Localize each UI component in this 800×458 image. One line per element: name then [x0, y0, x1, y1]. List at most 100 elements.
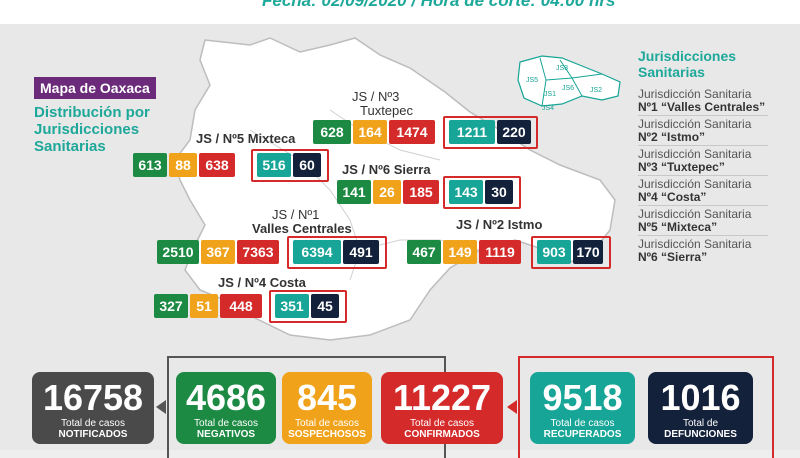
js5-value-defunciones: 60 — [293, 153, 321, 177]
total-sospechosos-line2: SOSPECHOSOS — [288, 429, 366, 440]
js1-value-defunciones: 491 — [343, 240, 379, 264]
total-notificados-value: 16758 — [42, 377, 144, 418]
js3-value-negativos: 628 — [313, 120, 351, 144]
total-defunciones-line1: Total de — [682, 418, 719, 429]
total-recuperados-value: 9518 — [542, 377, 623, 418]
legend-item-1: Jurisdicción Sanitaria Nº1 “Valles Centra… — [638, 88, 765, 114]
legend-divider — [638, 205, 768, 206]
js1-value-sospechosos: 367 — [201, 240, 235, 264]
js2-value-recuperados: 903 — [537, 240, 571, 264]
legend-item-3-line1: Jurisdicción Sanitaria — [638, 147, 752, 161]
legend-title: Jurisdicciones Sanitarias — [638, 48, 737, 80]
js6-label: JS / Nº6 Sierra — [342, 162, 431, 177]
legend-divider — [638, 175, 768, 176]
js1-frame — [287, 236, 387, 269]
js6-value-negativos: 141 — [337, 180, 371, 204]
total-confirmados: 11227 Total de casos CONFIRMADOS — [381, 372, 503, 444]
legend-item-1-line1: Jurisdicción Sanitaria — [638, 87, 752, 101]
total-negativos-value: 4686 — [185, 377, 267, 418]
js3-label-top: JS / Nº3 — [352, 89, 400, 104]
legend-item-3-line2: Nº3 “Tuxtepec” — [638, 160, 725, 174]
total-negativos: 4686 Total de casos NEGATIVOS — [176, 372, 276, 444]
total-notificados-line1: Total de casos — [61, 418, 125, 429]
legend-item-1-line2: Nº1 “Valles Centrales” — [638, 100, 766, 114]
js5-value-negativos: 613 — [133, 153, 167, 177]
js3-value-sospechosos: 164 — [353, 120, 387, 144]
total-negativos-line1: Total de casos — [194, 418, 258, 429]
js6-frame — [443, 176, 521, 209]
js4-value-sospechosos: 51 — [190, 294, 218, 318]
legend-item-6: Jurisdicción Sanitaria Nº6 “Sierra” — [638, 238, 751, 264]
legend-item-3: Jurisdicción Sanitaria Nº3 “Tuxtepec” — [638, 148, 751, 174]
js6-value-defunciones: 30 — [485, 180, 513, 204]
legend-item-5-line2: Nº5 “Mixteca” — [638, 220, 718, 234]
js5-value-confirmados: 638 — [199, 153, 235, 177]
minimap-label-js3: JS3 — [556, 65, 568, 72]
legend-item-2-line2: Nº2 “Istmo” — [638, 130, 706, 144]
legend-divider — [638, 235, 768, 236]
arrow-left-gray — [156, 400, 166, 414]
total-recuperados-line2: RECUPERADOS — [543, 429, 622, 440]
js6-value-sospechosos: 26 — [373, 180, 401, 204]
bracket-red — [518, 356, 774, 458]
js1-value-recuperados: 6394 — [293, 240, 341, 264]
legend-item-2: Jurisdicción Sanitaria Nº2 “Istmo” — [638, 118, 751, 144]
js1-label-bottom: Valles Centrales — [252, 221, 352, 236]
js5-value-recuperados: 516 — [257, 153, 291, 177]
js3-value-recuperados: 1211 — [449, 120, 495, 144]
js4-frame — [269, 290, 347, 323]
js2-value-defunciones: 170 — [573, 240, 603, 264]
js6-value-confirmados: 185 — [403, 180, 439, 204]
total-notificados-line2: NOTIFICADOS — [58, 429, 128, 440]
minimap: JS5 JS3 JS1 JS6 JS2 JS4 — [517, 55, 621, 112]
js1-label-top: JS / Nº1 — [272, 207, 320, 222]
header-date-text: Fecha: 02/09/2020 / Hora de corte: 04:00… — [262, 0, 616, 10]
legend-item-4-line2: Nº4 “Costa” — [638, 190, 707, 204]
total-notificados: 16758 Total de casos NOTIFICADOS — [32, 372, 154, 444]
total-sospechosos: 845 Total de casos SOSPECHOSOS — [282, 372, 372, 444]
arrow-left-red — [507, 400, 517, 414]
total-defunciones-line2: DEFUNCIONES — [664, 429, 737, 440]
js5-label: JS / Nº5 Mixteca — [196, 131, 296, 146]
js5-value-sospechosos: 88 — [169, 153, 197, 177]
total-recuperados-line1: Total de casos — [550, 418, 615, 429]
legend-item-5: Jurisdicción Sanitaria Nº5 “Mixteca” — [638, 208, 751, 234]
minimap-label-js4: JS4 — [542, 105, 554, 112]
js4-value-negativos: 327 — [154, 294, 188, 318]
total-defunciones: 1016 Total de DEFUNCIONES — [648, 372, 753, 444]
map-subtitle: Distribución por Jurisdicciones Sanitari… — [34, 104, 150, 155]
minimap-label-js6: JS6 — [562, 85, 574, 92]
legend-item-6-line1: Jurisdicción Sanitaria — [638, 237, 752, 251]
minimap-label-js1: JS1 — [544, 91, 556, 98]
js2-value-negativos: 467 — [407, 240, 441, 264]
legend-item-4-line1: Jurisdicción Sanitaria — [638, 177, 752, 191]
js4-label: JS / Nº4 Costa — [218, 275, 306, 290]
total-confirmados-line1: Total de casos — [410, 418, 474, 429]
legend-item-5-line1: Jurisdicción Sanitaria — [638, 207, 752, 221]
js3-label-bottom: Tuxtepec — [360, 103, 413, 118]
minimap-label-js2: JS2 — [590, 87, 602, 94]
js5-frame — [251, 149, 329, 182]
total-defunciones-value: 1016 — [660, 377, 741, 418]
js1-value-confirmados: 7363 — [237, 240, 279, 264]
legend-divider — [638, 145, 768, 146]
total-sospechosos-value: 845 — [296, 377, 358, 418]
js4-value-recuperados: 351 — [275, 294, 309, 318]
js3-frame — [443, 116, 538, 149]
legend-item-6-line2: Nº6 “Sierra” — [638, 250, 708, 264]
js2-frame — [531, 236, 611, 269]
total-sospechosos-line1: Total de casos — [295, 418, 359, 429]
total-confirmados-line2: CONFIRMADOS — [404, 429, 480, 440]
header-band: Fecha: 02/09/2020 / Hora de corte: 04:00… — [0, 0, 800, 24]
total-recuperados: 9518 Total de casos RECUPERADOS — [530, 372, 635, 444]
js2-label: JS / Nº2 Istmo — [456, 217, 543, 232]
js4-value-confirmados: 448 — [220, 294, 262, 318]
total-confirmados-value: 11227 — [392, 377, 492, 418]
legend-item-2-line1: Jurisdicción Sanitaria — [638, 117, 752, 131]
js3-value-confirmados: 1474 — [389, 120, 435, 144]
legend-divider — [638, 115, 768, 116]
js2-value-sospechosos: 149 — [443, 240, 477, 264]
js1-value-negativos: 2510 — [157, 240, 199, 264]
map-title: Mapa de Oaxaca — [34, 77, 156, 99]
minimap-label-js5: JS5 — [526, 77, 538, 84]
